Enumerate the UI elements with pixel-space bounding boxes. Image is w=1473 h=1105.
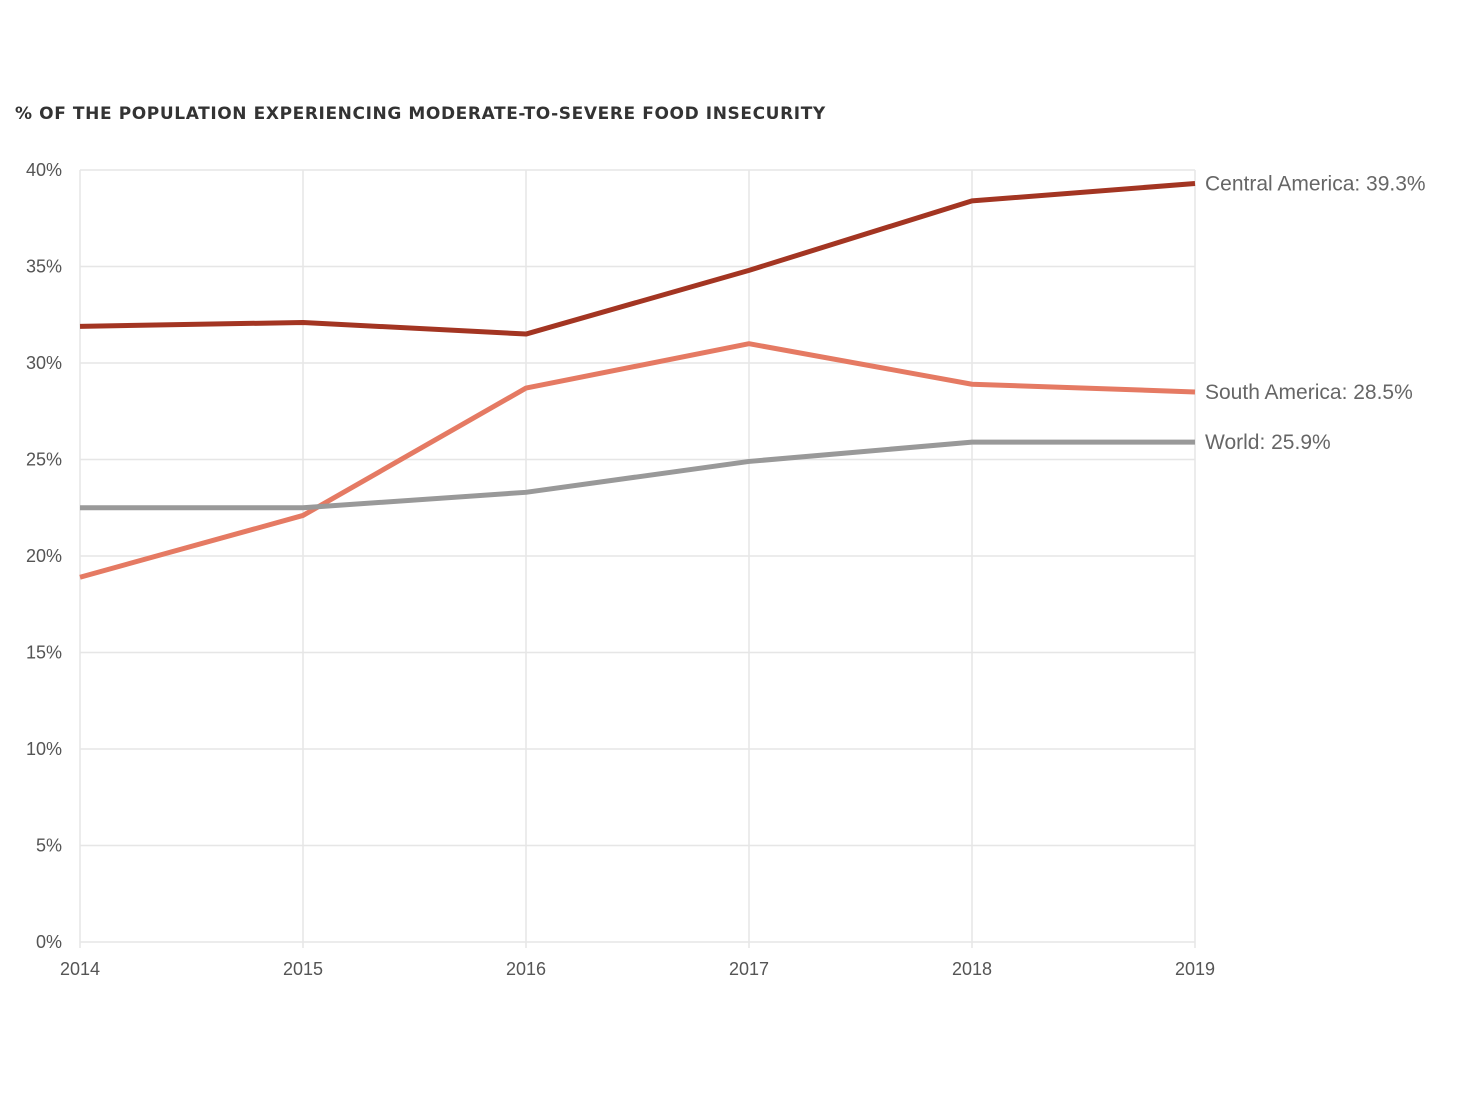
y-tick-label: 35% [26,257,62,277]
x-tick-label: 2014 [60,959,100,979]
x-tick-label: 2019 [1175,959,1215,979]
series-end-label: South America: 28.5% [1205,381,1413,404]
series-line-south-america [79,341,1196,580]
y-tick-label: 15% [26,643,62,663]
x-tick-label: 2016 [506,959,546,979]
y-tick-label: 25% [26,450,62,470]
y-tick-label: 30% [26,353,62,373]
series-end-label: Central America: 39.3% [1205,173,1426,196]
series-end-label: World: 25.9% [1205,431,1331,454]
y-tick-label: 0% [36,932,62,952]
series-line-world [80,439,1195,511]
x-tick-label: 2018 [952,959,992,979]
x-tick-label: 2015 [283,959,323,979]
x-tick-label: 2017 [729,959,769,979]
y-tick-label: 10% [26,739,62,759]
chart-title: % OF THE POPULATION EXPERIENCING MODERAT… [15,104,826,124]
y-tick-label: 40% [26,160,62,180]
series-line-central-america [79,181,1196,337]
y-tick-label: 20% [26,546,62,566]
y-tick-label: 5% [36,836,62,856]
